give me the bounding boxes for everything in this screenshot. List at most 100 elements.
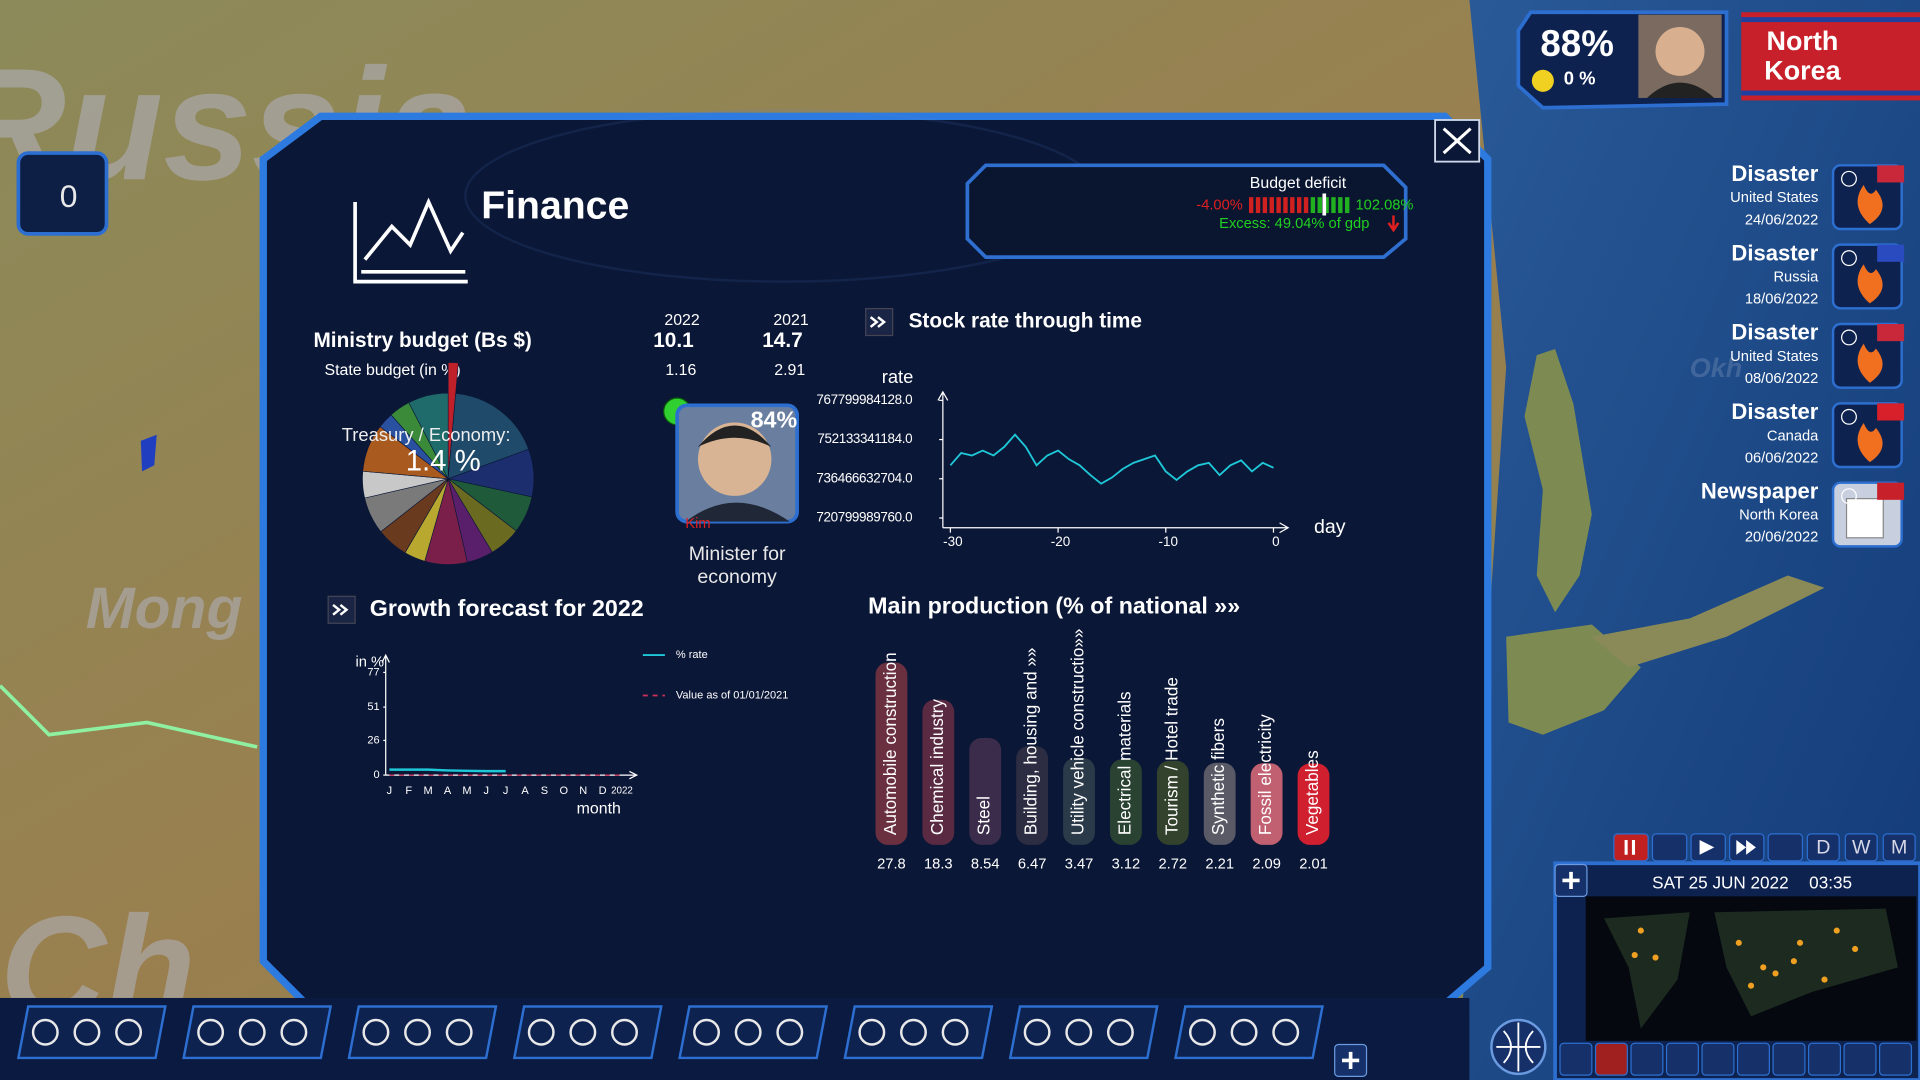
minister-face	[697, 422, 772, 496]
toolbar-icon[interactable]	[569, 1018, 597, 1046]
event-button[interactable]	[1831, 164, 1905, 231]
toolbar-icon[interactable]	[1023, 1018, 1051, 1046]
toolbar-group[interactable]	[678, 1005, 829, 1060]
map-label: Mong	[86, 576, 243, 641]
toolbar-group[interactable]	[843, 1005, 994, 1060]
x-tick-label: M	[462, 785, 471, 797]
toolbar-icon[interactable]	[900, 1018, 927, 1046]
toolbar-icon[interactable]	[1065, 1018, 1093, 1046]
toolbar-icon[interactable]	[1106, 1018, 1134, 1046]
event-date: 08/06/2022	[1745, 371, 1819, 387]
map-filter-button[interactable]	[1559, 1042, 1593, 1076]
map-filter-button[interactable]	[1878, 1042, 1913, 1076]
locate-icon[interactable]	[1841, 250, 1857, 267]
toolbar-icon[interactable]	[527, 1018, 555, 1046]
speed-button[interactable]	[1613, 833, 1649, 862]
flame[interactable]	[1857, 184, 1883, 225]
bar	[969, 737, 1002, 845]
event-date: 06/06/2022	[1745, 450, 1819, 466]
flame[interactable]	[1857, 343, 1883, 383]
map-filter-button[interactable]	[1701, 1042, 1735, 1076]
toolbar-icon[interactable]	[238, 1018, 266, 1046]
event-flag[interactable]	[1877, 482, 1905, 500]
toolbar-group[interactable]	[1174, 1005, 1324, 1060]
toolbar-icon[interactable]	[362, 1018, 390, 1046]
locate-icon[interactable]	[1841, 170, 1857, 187]
toolbar-group[interactable]	[182, 1005, 333, 1060]
map-filter-button[interactable]	[1772, 1042, 1806, 1076]
toolbar-icon[interactable]	[115, 1018, 143, 1046]
toolbar-icon[interactable]	[693, 1018, 720, 1046]
map-filter-button[interactable]	[1807, 1042, 1842, 1076]
toolbar-icon[interactable]	[734, 1018, 762, 1046]
event-button[interactable]	[1831, 322, 1905, 389]
map-filter-button[interactable]	[1594, 1042, 1628, 1076]
locate-icon[interactable]	[1841, 408, 1857, 425]
flame[interactable]	[1857, 264, 1883, 304]
bar-value-label: 8.54	[971, 856, 1000, 872]
country-name: Korea	[1764, 55, 1841, 85]
toolbar-icon[interactable]	[1188, 1018, 1216, 1046]
x-axis-label: month	[577, 801, 621, 818]
map-river	[0, 684, 258, 749]
toolbar-icon[interactable]	[776, 1018, 804, 1046]
event-flag[interactable]	[1877, 165, 1905, 183]
map-filter-button[interactable]	[1843, 1042, 1877, 1076]
bar-category-label: Tourism / Hotel trade	[1161, 677, 1181, 835]
toolbar-icon[interactable]	[858, 1018, 886, 1046]
state-budget-value: 2.91	[774, 362, 805, 379]
x-tick-label: J	[484, 785, 490, 797]
minimap-dot	[1852, 945, 1859, 953]
event-flag[interactable]	[1877, 324, 1905, 342]
x-axis-label: day	[1314, 516, 1346, 538]
map-filter-button[interactable]	[1665, 1042, 1699, 1076]
speed-button[interactable]	[1651, 833, 1688, 862]
toolbar-icon[interactable]	[941, 1018, 969, 1046]
close-button[interactable]	[1434, 119, 1481, 163]
toolbar-icon[interactable]	[1272, 1018, 1300, 1046]
toolbar-group[interactable]	[347, 1005, 498, 1060]
close-x[interactable]	[1442, 127, 1472, 155]
toolbar-icon[interactable]	[73, 1018, 101, 1046]
minimap-dot	[1790, 958, 1797, 965]
toolbar-icon[interactable]	[404, 1018, 432, 1046]
period-label: D	[1816, 837, 1830, 859]
bar-category-label: Automobile construction	[880, 652, 900, 835]
gauge-segment	[1338, 197, 1343, 214]
toolbar-icon[interactable]	[280, 1018, 308, 1046]
map-filter-button[interactable]	[1736, 1042, 1771, 1076]
y-tick-label: 26	[367, 734, 379, 746]
leader-face	[1655, 26, 1705, 76]
clock-time: 03:35	[1809, 873, 1852, 893]
section-icon	[327, 595, 356, 624]
toolbar-icon[interactable]	[611, 1018, 638, 1046]
toolbar-group[interactable]	[16, 1005, 167, 1060]
speed-button[interactable]	[1767, 833, 1804, 862]
event-button[interactable]	[1831, 481, 1905, 548]
toolbar-icon[interactable]	[1230, 1018, 1258, 1046]
event-flag[interactable]	[1877, 403, 1905, 421]
period-button[interactable]	[1806, 833, 1840, 862]
gauge-segment	[1344, 197, 1350, 214]
bar-category-label: Utility vehicle constructio»»	[1068, 629, 1088, 836]
event-flag[interactable]	[1877, 244, 1905, 262]
toolbar-icon[interactable]	[445, 1018, 473, 1046]
toolbar-group[interactable]	[1008, 1005, 1159, 1060]
x-tick-label: M	[424, 785, 433, 797]
newspaper[interactable]	[1845, 498, 1884, 539]
pie-slice	[447, 393, 530, 480]
period-button[interactable]	[1844, 833, 1878, 862]
locate-icon[interactable]	[1841, 329, 1857, 346]
toolbar-icon[interactable]	[31, 1018, 59, 1046]
event-button[interactable]	[1831, 402, 1905, 469]
locate-icon[interactable]	[1841, 488, 1857, 505]
toolbar-group[interactable]	[512, 1005, 663, 1060]
toolbar-icon[interactable]	[197, 1018, 225, 1046]
event-button[interactable]	[1831, 243, 1905, 310]
map-filter-button[interactable]	[1630, 1042, 1664, 1076]
y-tick-label: 767799984128.0	[816, 392, 912, 407]
x-tick-label: 0	[1272, 534, 1279, 549]
period-button[interactable]	[1882, 833, 1916, 862]
y-tick-label: 0	[373, 769, 379, 781]
flame[interactable]	[1857, 422, 1883, 463]
